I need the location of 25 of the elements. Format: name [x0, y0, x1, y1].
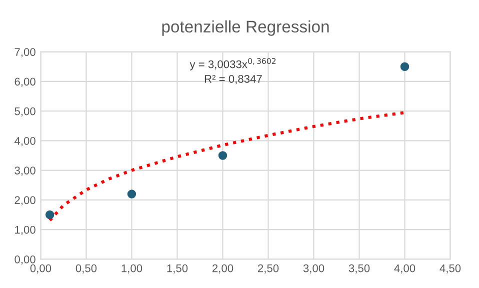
- y-tick-label: 0,00: [14, 255, 36, 265]
- x-tick-label: 4,50: [440, 264, 461, 274]
- point: [218, 151, 228, 160]
- annotation: y = 3,0033x$^{0,3602}$: [190, 58, 276, 70]
- chart-title: potenzielle Regression: [162, 20, 329, 36]
- x-tick-label: 4,00: [394, 264, 416, 274]
- point: [400, 62, 410, 72]
- y-tick-label: 6,00: [14, 78, 36, 87]
- x-tick-label: 0,50: [76, 264, 97, 274]
- y-tick-label: 3,00: [14, 166, 36, 176]
- x-tick-label: 1,00: [122, 264, 142, 274]
- y-tick-label: 1,00: [15, 226, 36, 236]
- x-tick-label: 1,50: [167, 264, 188, 274]
- point: [45, 210, 54, 220]
- y-tick-label: 4,00: [14, 136, 36, 146]
- point: [127, 190, 136, 198]
- x-tick-label: 3,50: [348, 264, 370, 274]
- y-tick-label: 2,00: [14, 196, 36, 206]
- annotation: R² = 0,8347: [204, 74, 262, 84]
- y-tick-label: 7,00: [14, 48, 36, 58]
- x-tick-label: 3,00: [303, 264, 324, 274]
- x-tick-label: 0,00: [30, 264, 52, 274]
- y-tick-label: 5,00: [14, 107, 36, 117]
- x-tick-label: 2,50: [258, 264, 279, 274]
- x-tick-label: 2,00: [212, 264, 234, 274]
